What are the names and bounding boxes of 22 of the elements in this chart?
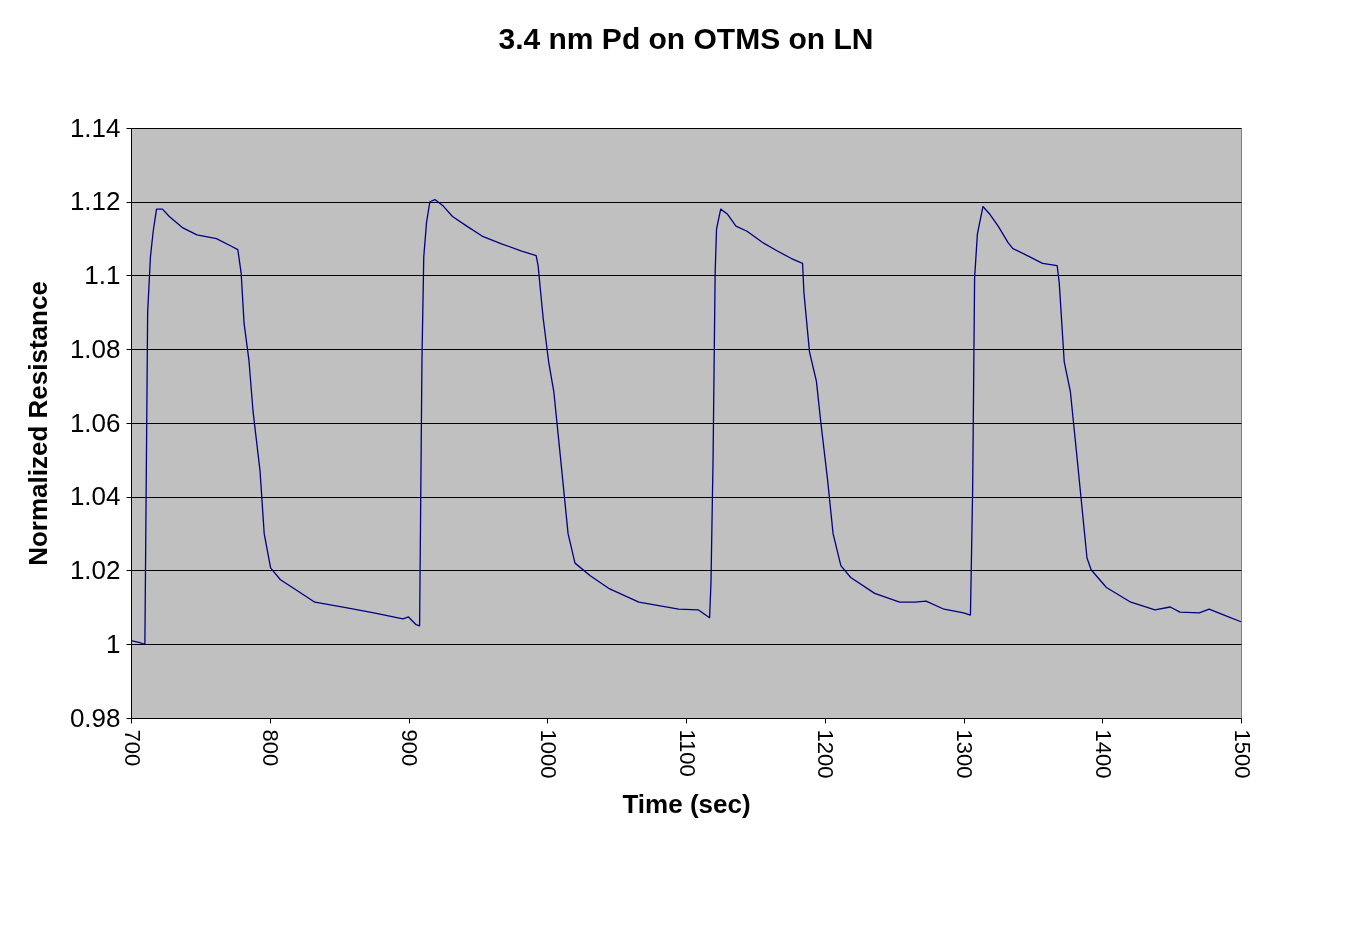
line-series: [130, 198, 1242, 645]
x-tick-label: 1100: [674, 729, 700, 777]
y-tick-label: 1.06: [69, 407, 121, 438]
y-tick-label: 1.1: [84, 260, 121, 290]
y-tick-label: 1.12: [69, 186, 121, 217]
x-tick-label: 1300: [952, 729, 977, 779]
y-tick-label: 0.98: [69, 702, 121, 733]
y-tick-label: 1.04: [69, 481, 121, 512]
y-tick-label: 1.02: [69, 555, 121, 585]
y-tick-label: 1.08: [69, 333, 121, 364]
x-tick-label: 1000: [535, 729, 561, 779]
x-tick-label: 1200: [813, 729, 839, 779]
x-tick-label: 700: [119, 729, 145, 767]
x-tick-label: 1400: [1090, 729, 1116, 779]
chart-title: 3.4 nm Pd on OTMS on LN: [498, 22, 874, 55]
x-tick-label: 1500: [1229, 729, 1255, 779]
x-tick-label: 800: [258, 729, 284, 767]
x-tick-label: 900: [397, 729, 422, 767]
y-tick-label: 1: [106, 628, 121, 659]
y-tick-label: 1.14: [69, 112, 121, 143]
y-axis-title: Normalized Resistance: [22, 281, 53, 566]
x-axis-title: Time (sec): [622, 789, 751, 820]
